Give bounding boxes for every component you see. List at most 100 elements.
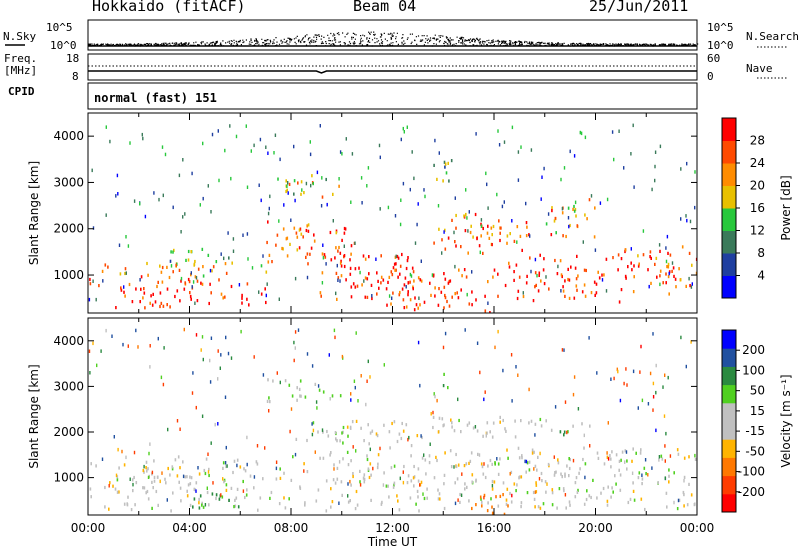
range-cell	[396, 439, 399, 444]
range-cell	[640, 448, 642, 452]
range-cell	[151, 480, 153, 484]
colorbar-tick-label: 20	[750, 179, 765, 193]
scatter-cell	[515, 365, 517, 369]
scatter-cell	[144, 214, 147, 219]
scatter-cell	[534, 490, 537, 494]
range-cell	[497, 294, 499, 298]
range-cell	[516, 483, 518, 487]
range-cell	[443, 285, 446, 289]
range-cell	[423, 496, 426, 501]
scatter-cell	[333, 328, 336, 333]
range-cell	[395, 268, 397, 272]
range-cell	[340, 480, 343, 484]
scatter-cell	[361, 201, 363, 205]
range-cell	[487, 224, 489, 228]
scatter-cell	[279, 380, 281, 385]
range-cell	[554, 471, 556, 475]
scatter-cell	[363, 279, 365, 283]
scatter-cell	[539, 451, 541, 456]
range-cell	[407, 474, 410, 478]
range-cell	[319, 291, 322, 295]
range-cell	[612, 256, 614, 260]
scatter-cell	[161, 145, 164, 149]
range-cell	[98, 284, 100, 288]
range-cell	[334, 256, 336, 260]
scatter-cell	[289, 429, 291, 434]
scatter-cell	[195, 489, 197, 493]
range-cell	[585, 497, 588, 502]
freq-tick-low: 8	[72, 70, 79, 83]
range-cell	[114, 487, 117, 491]
colorbar-tick-label: -100	[738, 465, 765, 479]
range-cell	[538, 273, 540, 277]
range-cell	[493, 480, 496, 484]
range-cell	[221, 495, 224, 499]
range-cell	[104, 505, 106, 509]
range-cell	[173, 248, 175, 252]
scatter-cell	[350, 200, 352, 204]
range-cell	[359, 480, 361, 484]
scatter-cell	[517, 150, 520, 154]
range-cell	[657, 481, 659, 485]
scatter-cell	[232, 249, 235, 253]
range-cell	[253, 486, 255, 490]
scatter-cell	[176, 419, 179, 423]
range-cell	[617, 253, 620, 257]
scatter-cell	[294, 330, 297, 334]
range-cell	[196, 299, 199, 303]
scatter-cell	[283, 203, 285, 207]
range-cell	[176, 474, 179, 478]
scatter-cell	[673, 500, 675, 505]
range-cell	[115, 306, 117, 310]
range-cell	[455, 464, 458, 469]
scatter-cell	[423, 188, 425, 192]
range-cell	[151, 303, 154, 307]
range-cell	[312, 182, 314, 186]
range-cell	[494, 462, 496, 466]
scatter-cell	[262, 254, 264, 258]
range-cell	[508, 265, 511, 269]
range-cell	[454, 292, 456, 296]
scatter-cell	[644, 458, 647, 462]
range-cell	[295, 437, 298, 441]
scatter-cell	[677, 498, 680, 503]
range-cell	[347, 463, 350, 467]
range-cell	[189, 482, 192, 486]
scatter-cell	[326, 202, 328, 207]
ytick-label: 1000	[53, 268, 84, 282]
range-cell	[413, 475, 416, 479]
range-cell	[342, 430, 344, 434]
range-cell	[455, 244, 457, 248]
scatter-cell	[199, 203, 201, 207]
range-cell	[659, 274, 661, 278]
scatter-cell	[683, 479, 685, 483]
range-cell	[553, 473, 556, 477]
scatter-cell	[517, 178, 520, 182]
range-cell	[283, 471, 285, 475]
range-cell	[283, 496, 285, 500]
scatter-cell	[258, 290, 260, 294]
range-cell	[169, 473, 171, 477]
scatter-cell	[441, 251, 443, 255]
range-cell	[397, 275, 399, 279]
scatter-cell	[341, 152, 343, 156]
scatter-cell	[533, 467, 535, 471]
scatter-cell	[647, 473, 649, 477]
range-cell	[499, 231, 501, 235]
range-cell	[166, 303, 168, 307]
scatter-cell	[479, 370, 481, 375]
range-cell	[172, 491, 174, 495]
range-cell	[143, 291, 146, 295]
range-cell	[667, 275, 670, 279]
range-cell	[293, 179, 296, 183]
scatter-cell	[402, 470, 404, 474]
range-cell	[618, 300, 621, 304]
range-cell	[470, 451, 473, 455]
range-cell	[389, 446, 391, 450]
scatter-cell	[294, 276, 297, 281]
range-cell	[336, 477, 339, 481]
scatter-cell	[122, 342, 124, 347]
colorbar-swatch	[722, 493, 736, 513]
scatter-cell	[525, 201, 527, 206]
freq-frame	[87, 53, 698, 81]
